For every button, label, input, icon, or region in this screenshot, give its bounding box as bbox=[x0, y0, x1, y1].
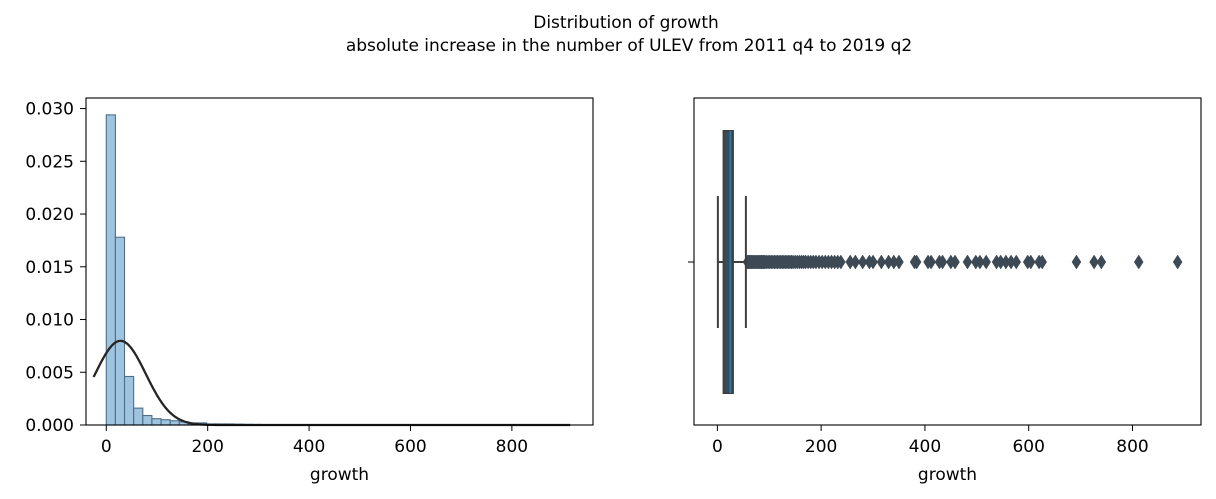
outlier-point bbox=[857, 254, 868, 270]
histogram-bar bbox=[133, 407, 144, 426]
histogram-x-axis-label: growth bbox=[310, 465, 369, 485]
density-curve bbox=[92, 339, 571, 427]
outlier-point bbox=[876, 254, 887, 270]
outlier-point bbox=[1037, 254, 1048, 270]
histogram-bar bbox=[142, 414, 153, 426]
outlier-point bbox=[894, 254, 904, 270]
y-tick-label: 0.020 bbox=[25, 205, 74, 225]
histogram-bar bbox=[151, 418, 162, 426]
x-tick-label: 200 bbox=[191, 437, 223, 457]
outlier-point bbox=[1025, 254, 1036, 270]
outlier-point bbox=[1089, 254, 1099, 270]
y-tick-label: 0.010 bbox=[25, 311, 74, 331]
figure-subtitle: absolute increase in the number of ULEV … bbox=[346, 36, 912, 56]
outlier-point bbox=[836, 254, 846, 270]
outlier-point bbox=[868, 254, 878, 270]
outlier-point bbox=[1071, 254, 1082, 270]
x-tick-label: 0 bbox=[101, 437, 112, 457]
boxplot-panel: 0 200 400 600 800 growth bbox=[688, 97, 1202, 485]
y-tick-label: 0.030 bbox=[25, 100, 74, 120]
x-tick-label: 600 bbox=[1012, 437, 1044, 457]
outlier-point bbox=[1133, 254, 1144, 270]
outlier-point bbox=[950, 254, 960, 270]
y-tick-label: 0.025 bbox=[25, 152, 74, 172]
x-tick-label: 600 bbox=[394, 437, 426, 457]
boxplot-outliers bbox=[742, 254, 1183, 270]
boxplot-plot-frame bbox=[693, 97, 1202, 426]
x-tick-label: 400 bbox=[293, 437, 325, 457]
outlier-point bbox=[926, 254, 936, 270]
y-tick-label: 0.015 bbox=[25, 258, 74, 278]
x-tick-label: 400 bbox=[909, 437, 941, 457]
histogram-bars bbox=[105, 114, 564, 426]
y-tick-label: 0.000 bbox=[25, 416, 74, 436]
boxplot-x-axis-label: growth bbox=[918, 465, 977, 485]
outlier-point bbox=[1172, 254, 1183, 270]
histogram-plot-frame bbox=[85, 97, 594, 426]
outlier-point bbox=[1011, 254, 1022, 270]
outlier-point bbox=[911, 254, 922, 270]
boxplot-box bbox=[716, 130, 747, 394]
outlier-point bbox=[981, 254, 991, 270]
x-tick-label: 0 bbox=[712, 437, 723, 457]
histogram-bar bbox=[114, 236, 126, 426]
x-tick-label: 200 bbox=[805, 437, 837, 457]
histogram-bar bbox=[105, 114, 116, 426]
outlier-point bbox=[937, 254, 948, 270]
x-tick-label: 800 bbox=[496, 437, 528, 457]
histogram-bar bbox=[160, 419, 171, 426]
x-axis-ticks: 0 200 400 600 800 bbox=[101, 425, 528, 457]
outlier-point bbox=[962, 254, 973, 270]
y-axis-ticks: 0.000 0.005 0.010 0.015 0.020 0.025 0.030 bbox=[25, 100, 86, 436]
figure-title: Distribution of growth bbox=[533, 13, 719, 33]
histogram-bar bbox=[123, 375, 135, 426]
interquartile-box bbox=[722, 130, 734, 394]
x-axis-ticks: 0 200 400 600 800 bbox=[712, 425, 1149, 457]
y-tick-label: 0.005 bbox=[25, 363, 74, 383]
histogram-bar bbox=[169, 420, 180, 426]
histogram-panel: 0.000 0.005 0.010 0.015 0.020 0.025 0.030 0 200… bbox=[25, 97, 594, 485]
x-tick-label: 800 bbox=[1116, 437, 1148, 457]
outlier-point bbox=[850, 254, 861, 270]
outlier-point bbox=[1096, 254, 1107, 270]
